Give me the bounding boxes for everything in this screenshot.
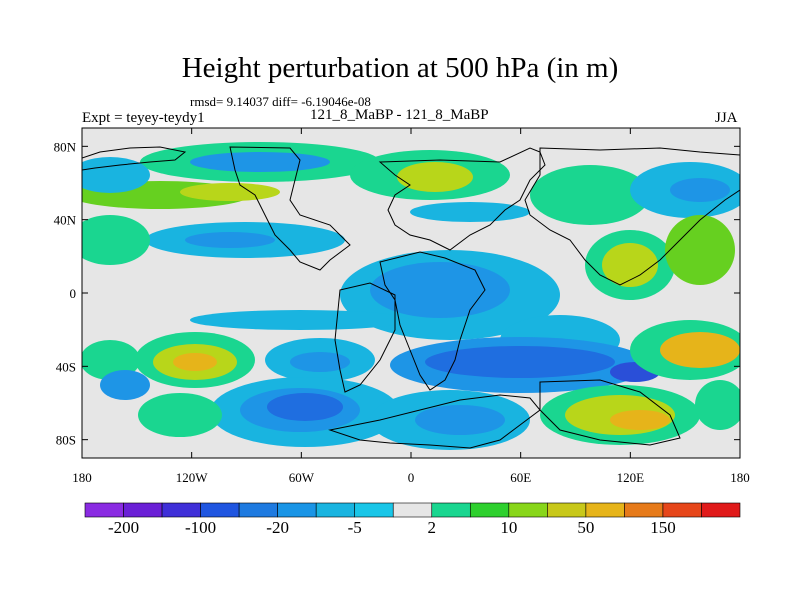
x-tick-label: 60E [510,470,531,485]
colorbar-swatch [354,502,394,518]
y-tick-label: 80S [56,433,76,448]
colorbar-label: 150 [650,518,676,537]
coastline [229,146,351,271]
plot-title: Height perturbation at 500 hPa (in m) [181,52,619,84]
x-tick-label: 0 [408,470,415,485]
x-tick-label: 180 [730,470,750,485]
colorbar-swatch [547,502,587,518]
coastline [379,251,486,391]
colorbar-swatch [508,502,548,518]
field-region [190,152,330,172]
colorbar-label: -100 [185,518,216,537]
field-region [82,340,140,380]
center-label: 121_8_MaBP - 121_8_MaBP [310,107,489,123]
colorbar: -200 -100 -20 -5 2 10 50 150 [84,502,741,537]
coastline [328,394,541,449]
field-region [190,310,410,330]
colorbar-swatch [277,502,317,518]
experiment-label: Expt = teyey-teydy1 [82,110,205,126]
axis-ticks: 180 120W 60W 0 60E 120E 180 80N 40N 0 40S 80S [54,128,750,485]
field-region [660,332,740,368]
colorbar-swatch [123,502,163,518]
field-region [370,262,510,318]
y-tick-label: 0 [70,286,77,301]
y-tick-label: 40N [54,213,77,228]
field-region [82,215,150,265]
y-tick-label: 40S [56,359,76,374]
field-region [670,178,730,202]
field-region [180,183,280,201]
map-field [82,128,740,458]
x-tick-label: 120E [617,470,645,485]
colorbar-swatch [701,502,741,518]
colorbar-label: -5 [348,518,362,537]
colorbar-swatch [161,502,201,518]
colorbar-label: -20 [266,518,289,537]
season-label: JJA [715,110,738,126]
x-tick-label: 180 [72,470,92,485]
coastline [378,147,546,251]
field-region [100,370,150,400]
field-region [410,202,530,222]
coastline [524,147,740,286]
coastline [82,146,187,171]
colorbar-label: 50 [577,518,594,537]
x-tick-label: 120W [176,470,209,485]
field-region [415,405,505,435]
field-region [695,380,740,430]
colorbar-swatch [238,502,278,518]
stats-label: rmsd= 9.14037 diff= -6.19046e-08 [190,94,371,109]
field-region [290,352,350,372]
field-region [267,393,343,421]
field-region [665,215,735,285]
colorbar-swatch [84,502,124,518]
y-tick-label: 80N [54,139,77,154]
colorbar-label: 10 [500,518,517,537]
field-region [185,232,275,248]
x-tick-label: 60W [289,470,315,485]
colorbar-swatch [200,502,240,518]
field-region [138,393,222,437]
colorbar-swatch [585,502,625,518]
colorbar-swatch [662,502,702,518]
field-region [530,165,650,225]
colorbar-label: 2 [428,518,437,537]
field-region [173,353,217,371]
coastline [539,379,681,446]
field-region [602,243,658,287]
colorbar-swatch [469,502,510,518]
colorbar-swatch [624,502,664,518]
coastlines [82,146,740,449]
colorbar-swatch [431,502,471,518]
colorbar-label: -200 [108,518,139,537]
field-region [82,157,150,193]
field-region [397,162,473,192]
coastline [334,282,396,393]
field-region [425,346,615,378]
field-region [610,410,670,430]
colorbar-swatch [315,502,356,518]
colorbar-swatch [392,502,433,518]
